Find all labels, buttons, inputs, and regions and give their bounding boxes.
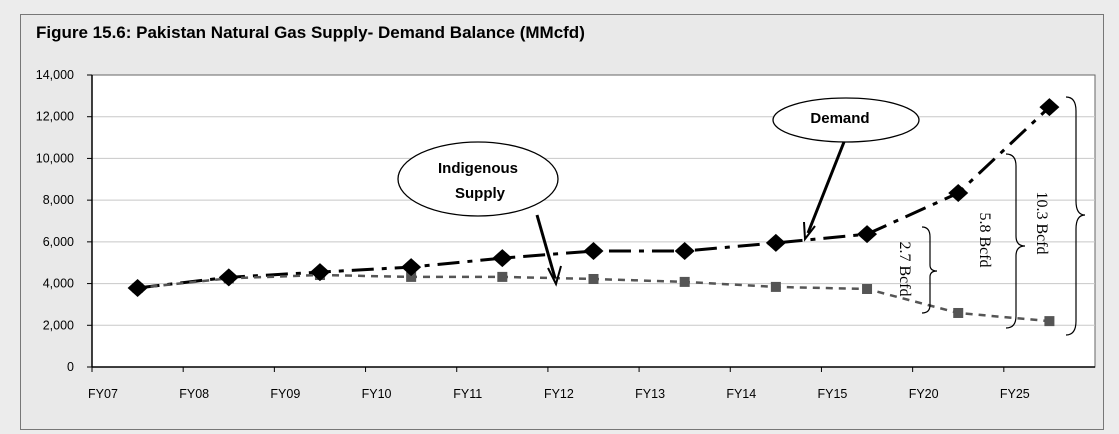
demand-point [857, 225, 878, 244]
plot-area [91, 74, 1096, 368]
x-tick-label: FY12 [544, 387, 574, 401]
supply-point [770, 281, 781, 292]
demand-point [492, 249, 513, 268]
x-tick-label: FY20 [909, 387, 939, 401]
supply-point [406, 271, 417, 282]
y-tick-label: 12,000 [36, 110, 74, 124]
x-tick-label: FY10 [362, 387, 392, 401]
x-tick-label: FY15 [818, 387, 848, 401]
supply-point [679, 276, 690, 287]
y-tick-label: 2,000 [43, 318, 74, 332]
gap-braces [921, 96, 1086, 336]
supply-point [953, 307, 964, 318]
supply-callout: Indigenous Supply [397, 141, 562, 287]
x-tick-label: FY11 [453, 387, 482, 401]
gap-label-fy15: 2.7 Bcfd [896, 241, 913, 296]
demand-point [218, 268, 239, 287]
x-tick-label: FY09 [270, 387, 300, 401]
series-line-demand [137, 106, 1051, 290]
supply-point [497, 271, 508, 282]
chart-title: Figure 15.6: Pakistan Natural Gas Supply… [36, 23, 585, 42]
demand-point [309, 263, 330, 282]
demand-point [583, 242, 604, 261]
demand-point [674, 242, 695, 261]
demand-point [765, 233, 786, 252]
demand-callout: Demand [772, 97, 920, 242]
y-tick-label: 8,000 [43, 193, 74, 207]
demand-point [401, 258, 422, 277]
supply-point [1044, 316, 1055, 327]
supply-arrow [535, 214, 557, 279]
y-tick-label: 4,000 [43, 277, 74, 291]
x-tick-label: FY13 [635, 387, 665, 401]
supply-callout-line1: Indigenous [438, 160, 518, 177]
y-tick-label: 6,000 [43, 235, 74, 249]
x-tick-label: FY14 [726, 387, 756, 401]
x-tick-label: FY07 [88, 387, 118, 401]
supply-callout-line2: Supply [455, 185, 506, 202]
demand-point [1039, 98, 1060, 117]
y-tick-label: 0 [67, 360, 74, 374]
x-tick-label: FY08 [179, 387, 209, 401]
demand-point [127, 278, 148, 297]
supply-point [862, 283, 873, 294]
gap-label-fy25: 10.3 Bcfd [1033, 191, 1050, 254]
demand-point [948, 184, 969, 203]
supply-point [588, 273, 599, 284]
gap-label-fy20: 5.8 Bcfd [976, 212, 993, 267]
x-tick-label: FY25 [1000, 387, 1030, 401]
y-tick-label: 14,000 [36, 68, 74, 82]
y-tick-label: 10,000 [36, 151, 74, 165]
demand-callout-label: Demand [810, 110, 869, 127]
demand-arrow [806, 141, 846, 234]
